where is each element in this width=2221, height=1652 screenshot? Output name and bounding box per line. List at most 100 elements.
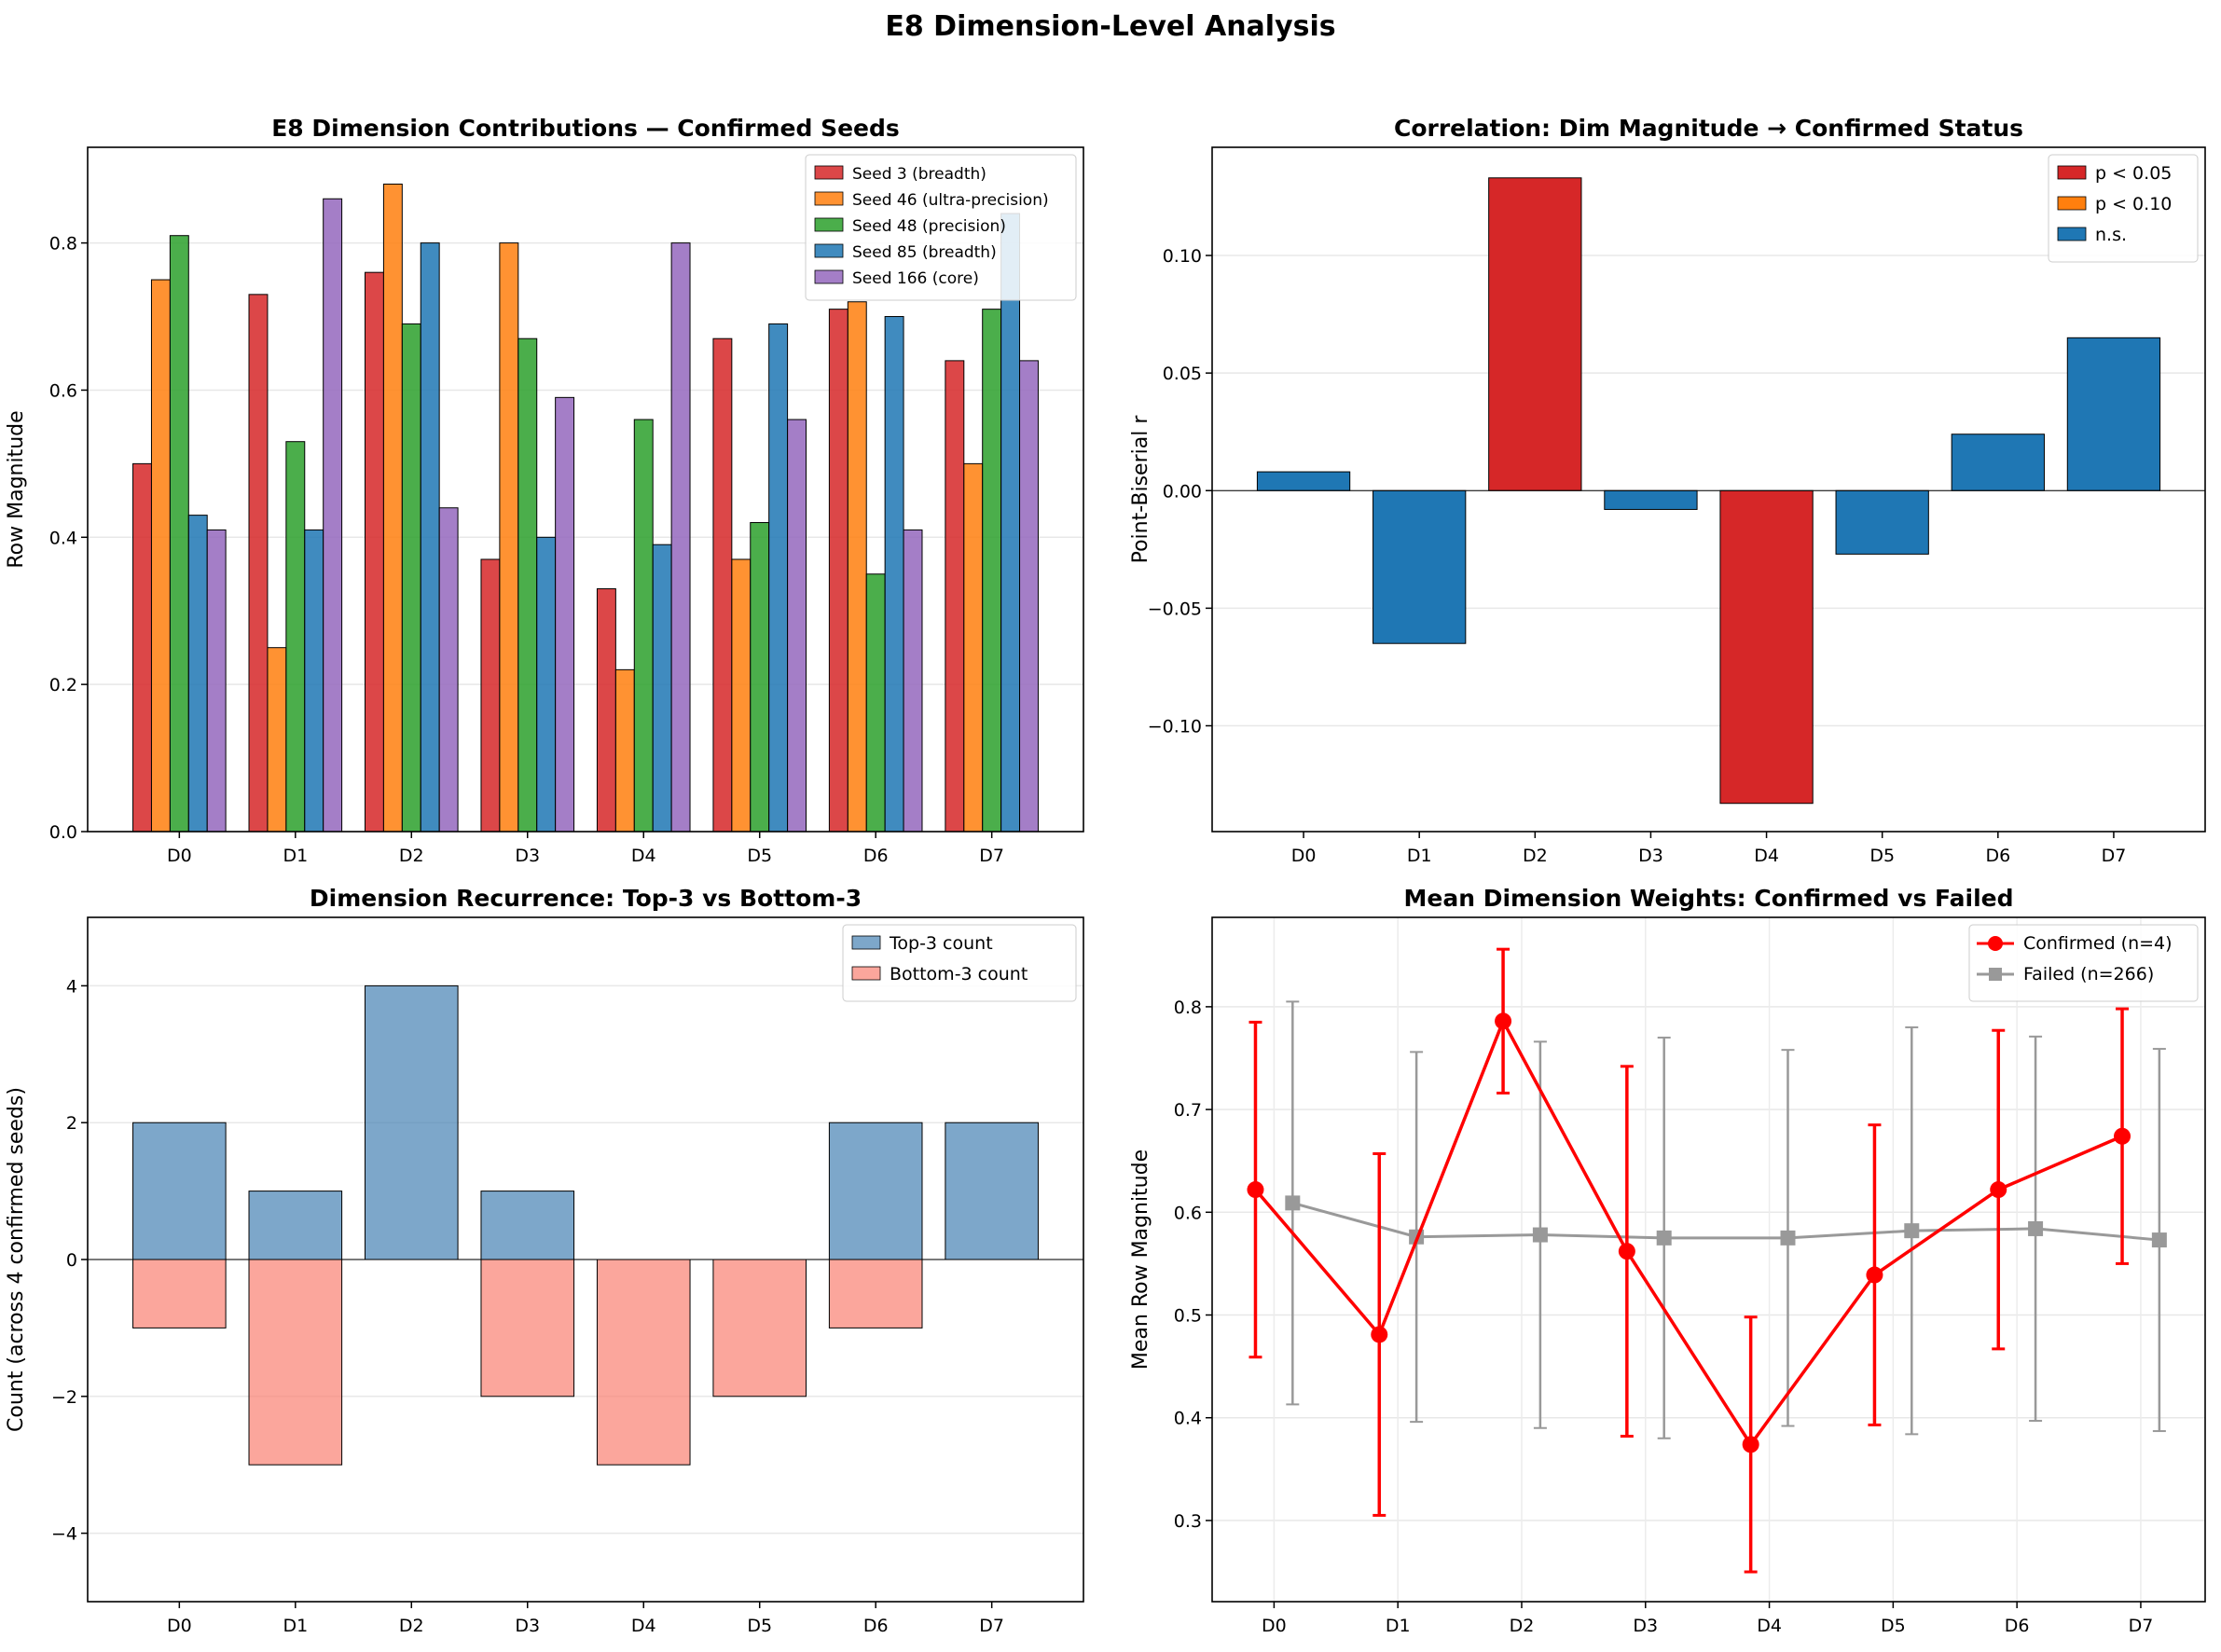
bar-48-D5 (750, 522, 770, 833)
legend-swatch (814, 191, 844, 206)
y-axis-label: Count (across 4 confirmed seeds) (5, 1087, 28, 1432)
bar-166-D6 (903, 529, 923, 833)
bar-85-D1 (304, 529, 324, 833)
bar-48-D1 (285, 441, 306, 833)
y-tick-label: 0.05 (1163, 364, 1202, 384)
bar-46-D4 (614, 668, 635, 833)
failed-point-D6 (2028, 1220, 2044, 1236)
y-tick-label: 2 (66, 1113, 77, 1134)
legend-label: p < 0.10 (2095, 194, 2172, 214)
x-tick-label: D2 (1510, 1616, 1535, 1636)
legend-swatch (814, 217, 844, 232)
bar-48-D3 (517, 337, 538, 833)
legend-label: Bottom-3 count (890, 964, 1028, 984)
bar-46-D7 (963, 462, 984, 833)
bar-top-3-D2 (364, 984, 459, 1260)
legend-swatch (851, 935, 881, 950)
y-tick-label: 4 (66, 976, 77, 997)
bar-bottom-3-D1 (248, 1259, 343, 1466)
failed-line (1291, 1201, 2160, 1242)
bar-top-3-D7 (945, 1122, 1039, 1260)
x-tick-label: D3 (1633, 1616, 1658, 1636)
bar-3-D0 (132, 462, 152, 833)
legend-box (1968, 924, 2199, 1002)
legend: Top-3 count Bottom-3 count (842, 924, 1077, 1002)
legend-marker (1988, 936, 2003, 951)
confirmed-point-D5 (1866, 1266, 1883, 1284)
x-tick-label: D4 (631, 1616, 656, 1636)
failed-point-D5 (1904, 1223, 1920, 1239)
figure-title: E8 Dimension-Level Analysis (885, 10, 1335, 43)
bar-D5 (1835, 489, 1929, 555)
y-tick-label: 0.4 (1174, 1409, 1202, 1429)
legend: Seed 3 (breadth) Seed 46 (ultra-precision… (805, 154, 1077, 301)
bar-3-D4 (596, 588, 616, 833)
x-tick-label: D0 (1262, 1616, 1287, 1636)
bar-D2 (1488, 177, 1582, 491)
y-tick-label: 0.5 (1174, 1306, 1202, 1327)
bar-top-3-D0 (132, 1122, 227, 1260)
x-tick-label: D5 (747, 846, 772, 866)
failed-point-D3 (1656, 1230, 1672, 1246)
confirmed-point-D1 (1371, 1326, 1388, 1343)
bar-166-D5 (787, 419, 807, 833)
bar-48-D7 (982, 309, 1002, 833)
chart-title: Correlation: Dim Magnitude → Confirmed S… (1394, 115, 2023, 142)
x-tick-label: D7 (979, 846, 1004, 866)
x-tick-label: D5 (1881, 1616, 1906, 1636)
bar-3-D6 (828, 309, 848, 833)
x-tick-label: D2 (1523, 846, 1548, 866)
bar-bottom-3-D4 (596, 1259, 691, 1466)
legend-marker (1989, 968, 2002, 981)
y-tick-label: 0.00 (1163, 481, 1202, 502)
subplot-2: Dimension Recurrence: Top-3 vs Bottom-3 C… (5, 885, 1084, 1636)
x-tick-label: D0 (167, 1616, 192, 1636)
bar-46-D0 (150, 279, 171, 833)
bar-3-D2 (364, 271, 384, 833)
legend-label: Seed 85 (breadth) (852, 243, 997, 262)
bar-top-3-D6 (828, 1122, 923, 1260)
failed-point-D0 (1285, 1195, 1301, 1211)
legend-label: n.s. (2095, 225, 2127, 245)
bar-85-D0 (187, 515, 208, 833)
x-tick-label: D7 (2129, 1616, 2154, 1636)
y-tick-label: −0.10 (1148, 716, 1202, 737)
x-tick-label: D6 (2005, 1616, 2030, 1636)
bar-85-D7 (1000, 213, 1021, 833)
x-tick-label: D1 (1407, 846, 1432, 866)
bar-D0 (1256, 471, 1351, 491)
legend-swatch (2057, 196, 2087, 211)
y-tick-label: 0.2 (49, 675, 77, 695)
bar-top-3-D3 (480, 1191, 575, 1260)
bar-bottom-3-D5 (712, 1259, 807, 1397)
bar-166-D4 (670, 242, 691, 833)
bar-166-D7 (1019, 360, 1039, 833)
bar-D6 (1951, 434, 2045, 491)
y-tick-label: 0.3 (1174, 1511, 1202, 1532)
legend-swatch (814, 243, 844, 258)
x-tick-label: D5 (747, 1616, 772, 1636)
x-tick-label: D3 (515, 1616, 540, 1636)
x-tick-label: D1 (283, 1616, 308, 1636)
legend-label: Top-3 count (889, 933, 993, 954)
subplot-0: E8 Dimension Contributions — Confirmed S… (5, 115, 1084, 866)
y-tick-label: 0 (66, 1250, 77, 1271)
bar-85-D2 (420, 242, 440, 833)
legend: p < 0.05 p < 0.10 n.s. (2048, 154, 2199, 263)
x-tick-label: D0 (167, 846, 192, 866)
subplot-1: Correlation: Dim Magnitude → Confirmed S… (1129, 115, 2206, 866)
y-tick-label: 0.8 (49, 234, 77, 255)
bar-3-D7 (945, 360, 965, 833)
x-tick-label: D2 (399, 1616, 424, 1636)
bar-D1 (1373, 489, 1467, 644)
chart-title: Dimension Recurrence: Top-3 vs Bottom-3 (310, 885, 862, 912)
bar-D3 (1604, 489, 1698, 510)
bar-166-D0 (206, 529, 227, 833)
y-tick-label: 0.8 (1174, 998, 1202, 1018)
failed-point-D7 (2151, 1232, 2167, 1248)
x-tick-label: D5 (1869, 846, 1895, 866)
confirmed-point-D7 (2114, 1127, 2131, 1145)
axes-frame (1211, 916, 2206, 1603)
confirmed-line (1254, 1017, 2123, 1448)
